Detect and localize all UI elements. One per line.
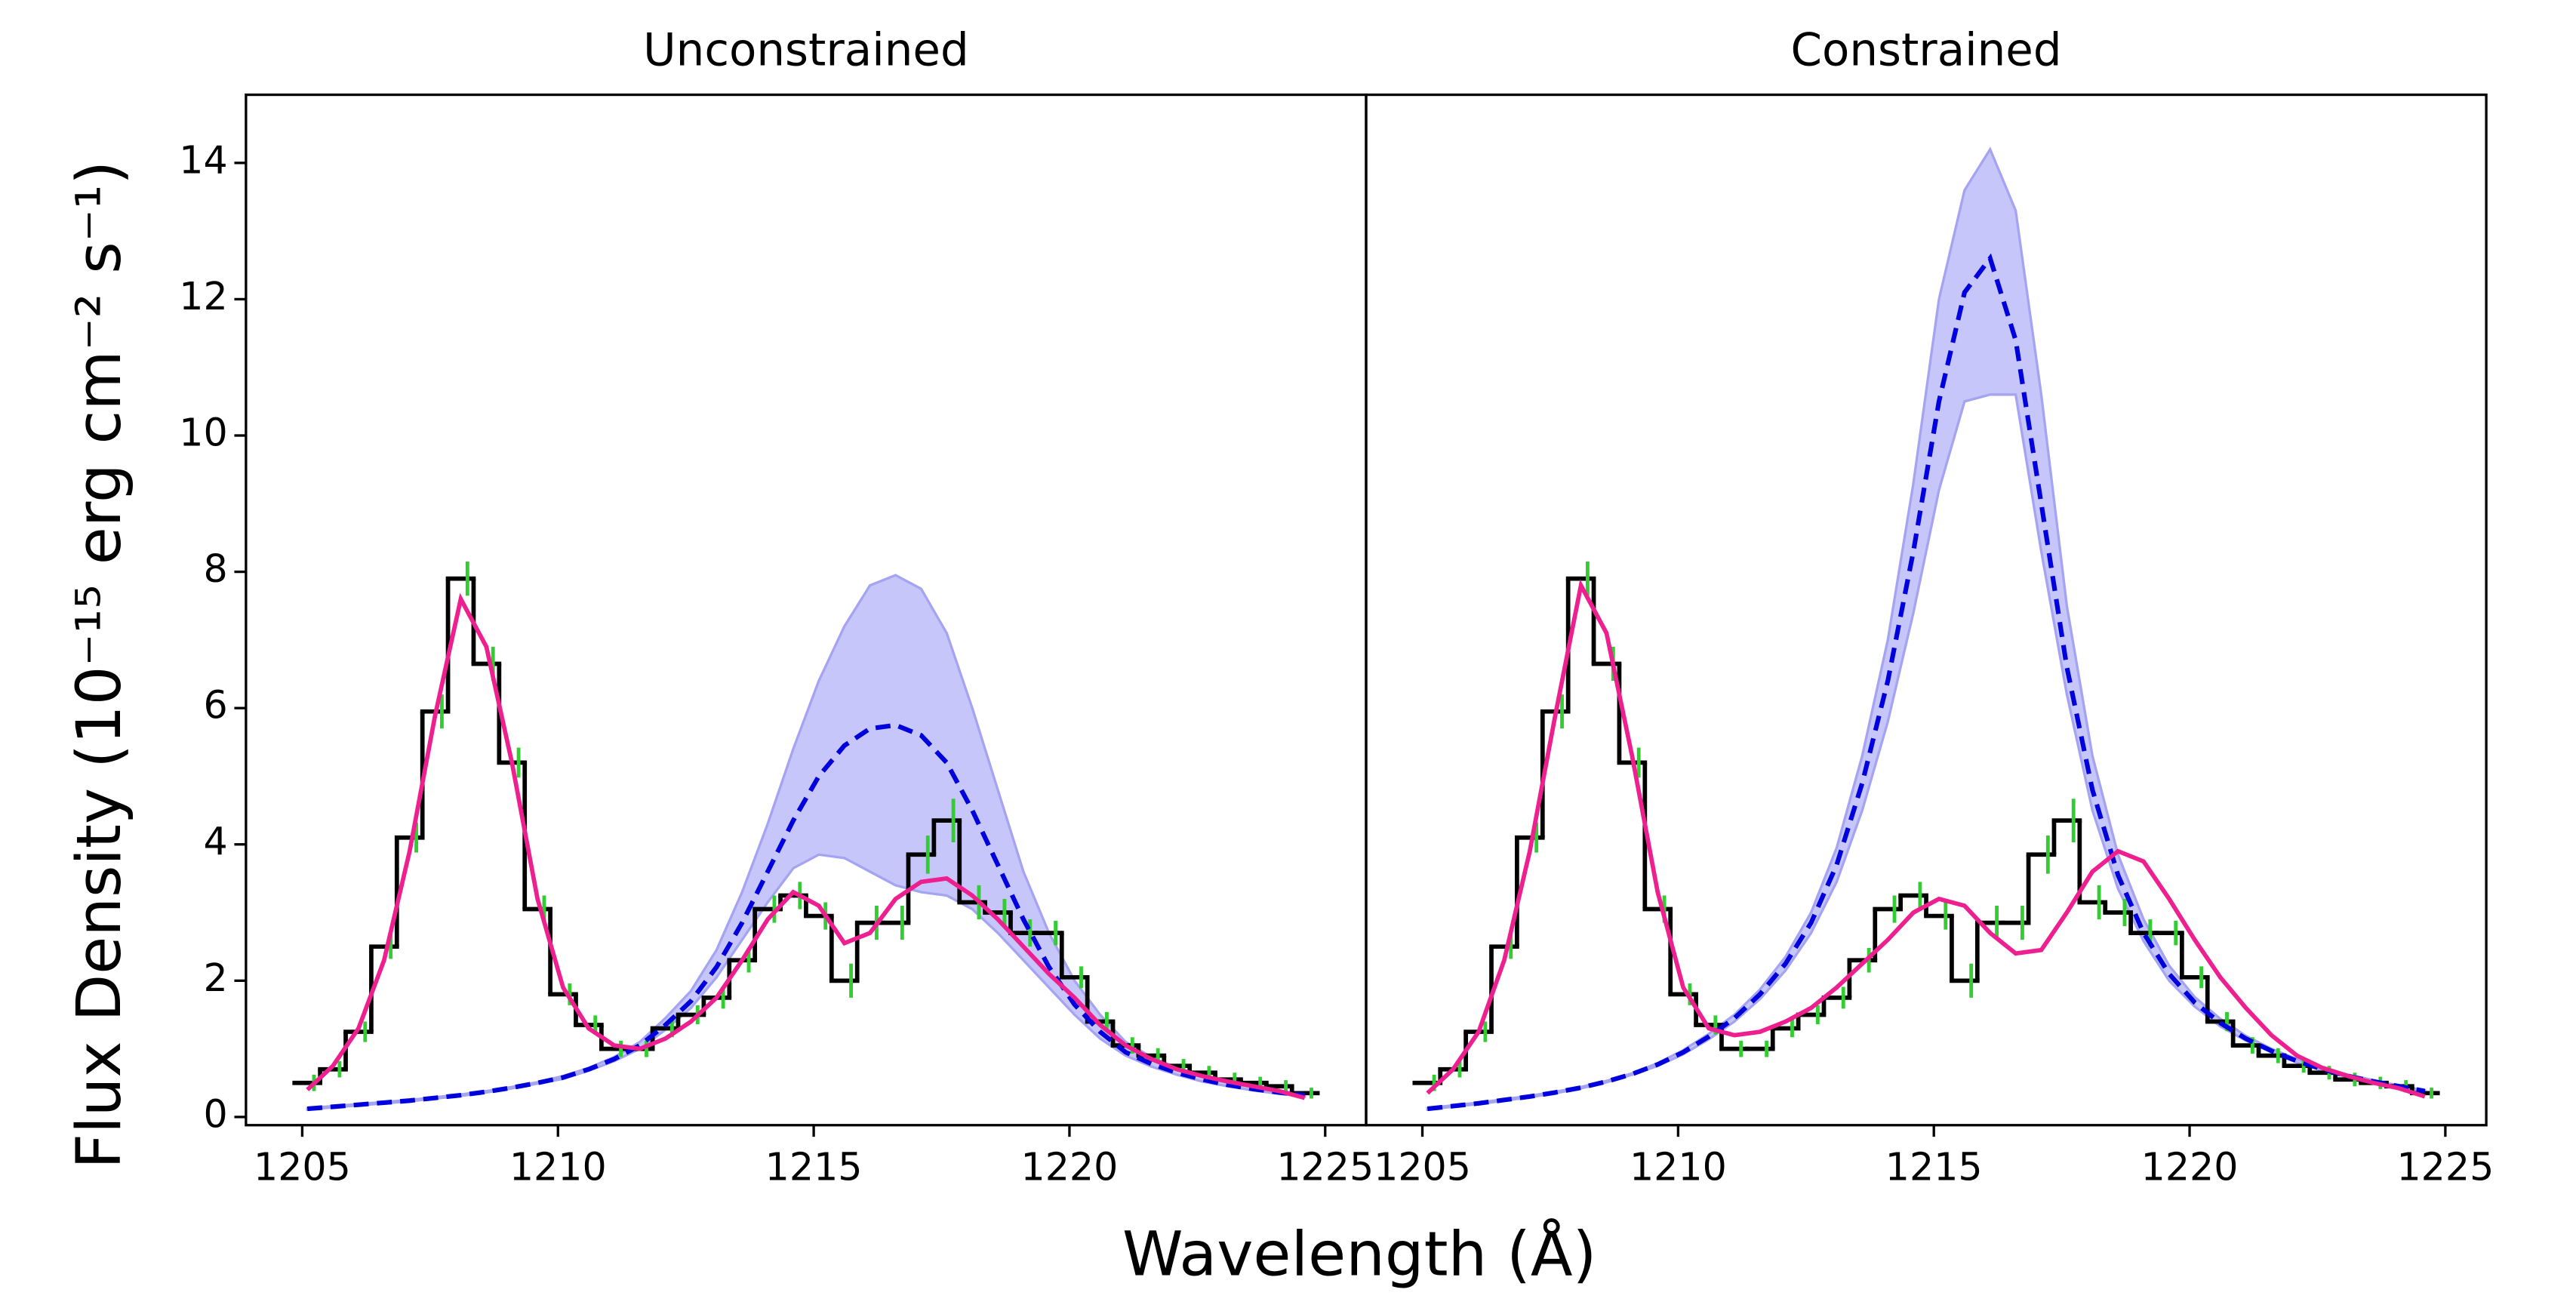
model-line xyxy=(306,592,1306,1100)
intrinsic-line xyxy=(306,722,1305,1112)
x-tick-label: 1220 xyxy=(1021,1145,1119,1190)
intrinsic-line-group xyxy=(306,722,1305,1112)
axes-frame xyxy=(245,93,1368,1127)
uncertainty-band xyxy=(1426,146,2427,1111)
model-line xyxy=(1426,579,2426,1099)
x-axis-label: Wavelength (Å) xyxy=(1122,1217,1596,1290)
x-tick-label: 1225 xyxy=(1276,1145,1374,1190)
x-tick-label: 1205 xyxy=(254,1145,351,1190)
uncertainty-band xyxy=(306,574,1306,1111)
y-tick-label: 6 xyxy=(203,683,227,728)
panel-title: Unconstrained xyxy=(643,25,969,77)
x-tick-label: 1225 xyxy=(2396,1145,2494,1190)
intrinsic-line-group xyxy=(1426,253,2426,1112)
y-tick-label: 4 xyxy=(203,819,227,863)
y-tick-label: 10 xyxy=(179,411,227,455)
y-tick-label: 12 xyxy=(179,274,227,319)
axes-frame xyxy=(1365,93,2488,1127)
y-tick-label: 0 xyxy=(203,1091,227,1136)
intrinsic-line xyxy=(1426,253,2426,1112)
model-line-group xyxy=(306,592,1306,1100)
x-tick-label: 1215 xyxy=(1885,1145,1983,1190)
y-tick-label: 8 xyxy=(203,546,227,591)
band-group xyxy=(306,574,1306,1111)
y-tick-label: 2 xyxy=(203,956,227,1000)
x-tick-label: 1210 xyxy=(1630,1145,1727,1190)
x-tick-label: 1215 xyxy=(765,1145,863,1190)
x-tick-label: 1205 xyxy=(1374,1145,1471,1190)
band-group xyxy=(1426,146,2427,1111)
y-tick-label: 14 xyxy=(179,137,227,182)
y-axis-label: Flux Density (10⁻¹⁵ erg cm⁻² s⁻¹) xyxy=(63,161,135,1169)
x-tick-label: 1210 xyxy=(509,1145,607,1190)
model-line-group xyxy=(1426,579,2426,1099)
panel-title: Constrained xyxy=(1790,25,2061,77)
x-tick-label: 1220 xyxy=(2141,1145,2239,1190)
step-risers xyxy=(1438,578,2414,1094)
